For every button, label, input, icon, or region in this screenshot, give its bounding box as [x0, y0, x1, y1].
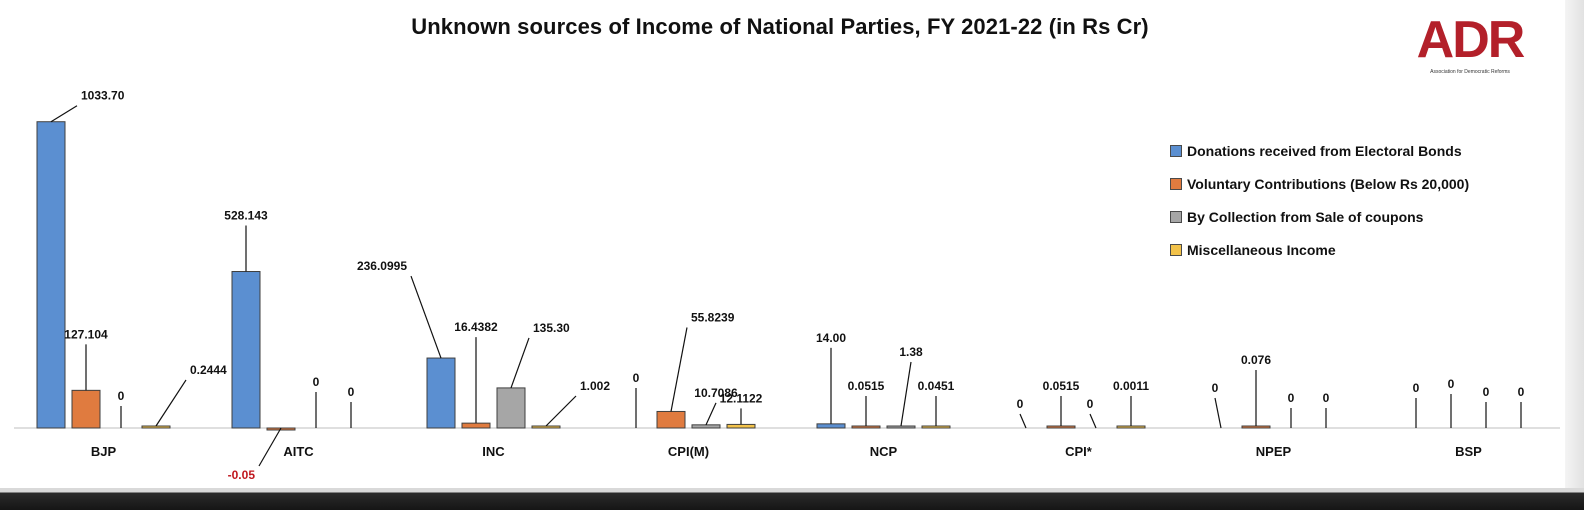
- x-tick-label: NPEP: [1256, 444, 1292, 459]
- data-label: 1.002: [580, 379, 610, 393]
- data-label: 0.076: [1241, 353, 1271, 367]
- leader-line: [510, 337, 530, 389]
- window-frame-bottom: [0, 488, 1584, 510]
- leader-line: [258, 427, 282, 467]
- x-tick-label: CPI(M): [668, 444, 709, 459]
- data-label: 127.104: [64, 327, 108, 341]
- data-label: 0: [1017, 397, 1024, 411]
- leader-line: [705, 402, 717, 426]
- logo-text: ADR: [1416, 11, 1526, 69]
- bar: [726, 423, 756, 429]
- leader-line: [155, 379, 187, 427]
- legend-label: Miscellaneous Income: [1187, 241, 1336, 258]
- data-label: 0: [313, 375, 320, 389]
- adr-logo: ADR Association for Democratic Reforms: [1410, 14, 1530, 78]
- legend-item: Voluntary Contributions (Below Rs 20,000…: [1170, 167, 1469, 200]
- logo-subtitle: Association for Democratic Reforms: [1430, 69, 1510, 75]
- bar: [691, 424, 721, 429]
- data-label: 0.0011: [1113, 379, 1149, 393]
- data-label: 16.4382: [454, 320, 498, 334]
- legend-item: Donations received from Electoral Bonds: [1170, 134, 1469, 167]
- bar: [426, 357, 456, 429]
- data-label: 0: [118, 389, 125, 403]
- data-label: 135.30: [533, 321, 570, 335]
- bar: [851, 425, 881, 429]
- bar: [921, 425, 951, 429]
- bar: [1116, 425, 1146, 429]
- bar: [231, 271, 261, 429]
- data-label: 10.7086: [694, 386, 738, 400]
- data-label: 0: [1288, 391, 1295, 405]
- bar: [71, 389, 101, 429]
- data-label: 12.1122: [720, 391, 763, 405]
- data-label: 0: [1518, 385, 1525, 399]
- bar: [36, 121, 66, 429]
- data-label: 14.00: [816, 331, 846, 345]
- legend-item: Miscellaneous Income: [1170, 233, 1469, 266]
- data-label: 0: [1483, 385, 1490, 399]
- window-edge: [1565, 0, 1584, 488]
- leader-line: [1019, 413, 1027, 429]
- legend-label: By Collection from Sale of coupons: [1187, 208, 1424, 225]
- data-label: 0.0515: [848, 379, 885, 393]
- bar: [496, 387, 526, 429]
- chart-legend: Donations received from Electoral Bonds …: [1170, 134, 1469, 266]
- leader-line: [670, 327, 688, 412]
- data-label: 0: [1212, 381, 1219, 395]
- leader-line: [1214, 397, 1222, 429]
- data-label: 0: [1448, 377, 1455, 391]
- leader-line: [1089, 413, 1097, 429]
- x-tick-label: BSP: [1455, 444, 1482, 459]
- leader-line: [900, 361, 912, 427]
- legend-swatch: [1170, 177, 1182, 190]
- data-label: 0.0515: [1043, 379, 1080, 393]
- data-label: 528.143: [224, 209, 268, 223]
- legend-label: Voluntary Contributions (Below Rs 20,000…: [1187, 175, 1470, 192]
- data-label: 0.0451: [918, 379, 955, 393]
- leader-line: [410, 275, 442, 359]
- data-label: 0: [348, 385, 355, 399]
- data-label: 55.8239: [691, 310, 735, 324]
- bar: [1241, 425, 1271, 429]
- bar: [656, 410, 686, 429]
- legend-swatch: [1170, 144, 1182, 157]
- x-tick-label: BJP: [91, 444, 117, 459]
- data-label: 1.38: [899, 345, 923, 359]
- legend-swatch: [1170, 243, 1182, 256]
- legend-item: By Collection from Sale of coupons: [1170, 200, 1469, 233]
- x-tick-label: INC: [482, 444, 505, 459]
- bar: [461, 422, 491, 429]
- bar: [886, 425, 916, 429]
- x-tick-label: NCP: [870, 444, 898, 459]
- leader-line: [50, 105, 78, 123]
- data-label: 236.0995: [357, 259, 407, 273]
- data-label: 0: [633, 371, 640, 385]
- data-label: 0: [1323, 391, 1330, 405]
- bar: [816, 423, 846, 429]
- bar: [141, 425, 171, 429]
- chart-title: Unknown sources of Income of National Pa…: [411, 14, 1149, 39]
- bar: [1046, 425, 1076, 429]
- x-tick-label: AITC: [283, 444, 314, 459]
- x-tick-label: CPI*: [1065, 444, 1093, 459]
- bar: [531, 425, 561, 429]
- legend-label: Donations received from Electoral Bonds: [1187, 142, 1462, 159]
- data-label: -0.05: [228, 468, 256, 482]
- data-label: 0: [1087, 397, 1094, 411]
- legend-swatch: [1170, 210, 1182, 223]
- data-label: 0.2444: [190, 363, 227, 377]
- leader-line: [545, 395, 577, 427]
- data-label: 0: [1413, 381, 1420, 395]
- data-label: 1033.70: [81, 89, 125, 103]
